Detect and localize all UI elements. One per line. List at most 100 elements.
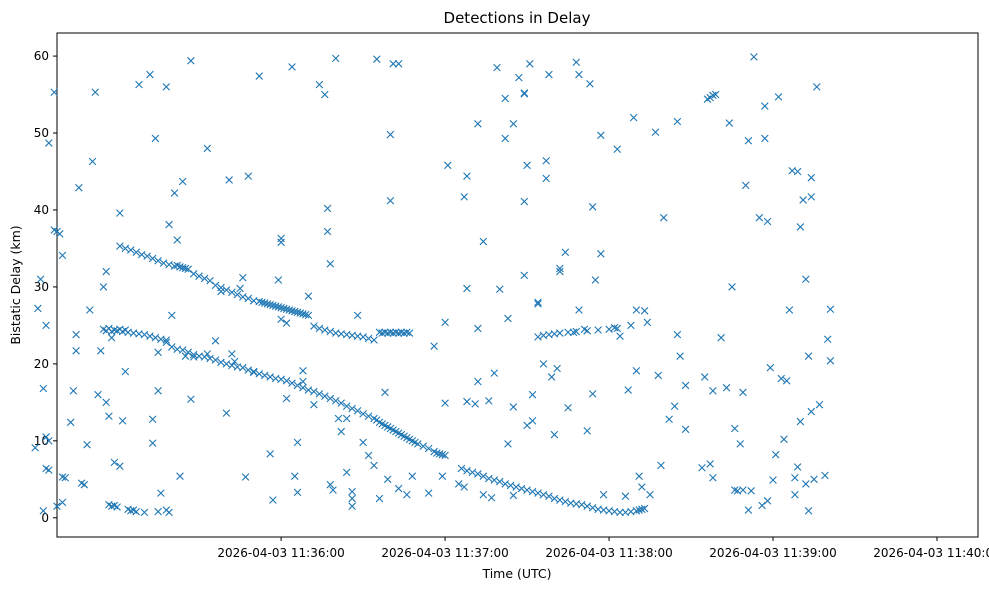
data-point [151, 333, 160, 342]
data-point [561, 248, 570, 257]
data-point [86, 306, 94, 314]
data-markers [31, 53, 835, 517]
data-point [509, 120, 518, 128]
data-point [547, 373, 556, 381]
data-point [55, 230, 64, 238]
data-point [348, 487, 356, 496]
data-point [793, 167, 802, 176]
data-point [375, 494, 384, 503]
data-point [766, 363, 775, 372]
data-point [110, 458, 119, 467]
data-point [556, 267, 564, 276]
data-point [244, 294, 253, 303]
data-point [269, 301, 277, 310]
data-point [304, 386, 313, 394]
data-point [610, 323, 619, 332]
data-point [408, 472, 417, 481]
data-point [239, 273, 247, 282]
data-point [504, 440, 512, 448]
data-point [181, 264, 190, 273]
data-point [725, 119, 734, 127]
data-point [651, 128, 660, 137]
data-point [542, 156, 550, 165]
data-point [506, 481, 515, 490]
data-point [121, 367, 130, 376]
data-point [528, 487, 537, 496]
data-point [564, 403, 572, 412]
data-point [528, 390, 537, 399]
data-point [116, 242, 124, 250]
data-point [621, 492, 630, 501]
data-point [812, 83, 821, 91]
data-point [277, 238, 285, 247]
data-point [228, 361, 236, 370]
data-point [271, 302, 280, 310]
data-point [359, 438, 367, 447]
data-point [403, 328, 411, 337]
data-point [381, 328, 389, 337]
data-point [796, 223, 805, 231]
data-point [378, 329, 387, 337]
y-tick-label: 20 [34, 357, 49, 371]
data-point [821, 471, 829, 480]
data-point [244, 366, 253, 374]
data-point [424, 444, 433, 453]
data-point [260, 299, 269, 307]
data-point [288, 379, 296, 387]
data-point [274, 276, 283, 284]
data-point [162, 338, 171, 347]
data-point [255, 370, 264, 378]
data-point [441, 399, 449, 407]
data-point [148, 439, 157, 447]
data-point [154, 387, 162, 395]
data-point [211, 281, 220, 290]
data-point [225, 176, 233, 184]
data-point [167, 343, 176, 351]
data-point [167, 311, 176, 320]
data-point [211, 336, 220, 345]
data-point [681, 381, 690, 390]
data-point [665, 415, 673, 424]
data-point [583, 427, 591, 435]
data-point [791, 490, 799, 499]
data-point [121, 244, 130, 253]
x-axis-label: Time (UTC) [481, 566, 551, 581]
data-point [599, 490, 608, 499]
data-point [45, 139, 53, 147]
data-point [815, 400, 824, 409]
data-point [132, 248, 141, 257]
data-point [140, 508, 149, 517]
data-point [321, 392, 329, 400]
data-point [468, 468, 477, 477]
data-point [802, 275, 810, 284]
data-point [326, 394, 335, 403]
data-point [457, 464, 466, 473]
data-point [479, 237, 488, 246]
data-point [556, 264, 564, 273]
data-point [588, 503, 597, 512]
data-point [342, 414, 351, 423]
data-point [342, 468, 351, 477]
data-point [364, 334, 373, 343]
data-point [88, 157, 97, 166]
data-point [793, 463, 802, 471]
data-point [277, 303, 285, 312]
data-point [140, 330, 149, 339]
data-point [474, 377, 482, 386]
data-point [370, 461, 378, 470]
data-point [375, 328, 384, 337]
data-point [588, 203, 597, 211]
data-point [771, 450, 780, 459]
data-point [222, 360, 231, 368]
data-point [613, 145, 622, 153]
data-point [255, 72, 264, 80]
data-point [730, 486, 739, 494]
data-point [364, 412, 373, 420]
data-point [400, 329, 408, 337]
data-point [632, 367, 641, 375]
data-point [310, 400, 318, 409]
data-point [222, 409, 231, 417]
y-tick-label: 60 [34, 49, 49, 63]
data-point [490, 476, 499, 484]
data-point [774, 93, 783, 101]
